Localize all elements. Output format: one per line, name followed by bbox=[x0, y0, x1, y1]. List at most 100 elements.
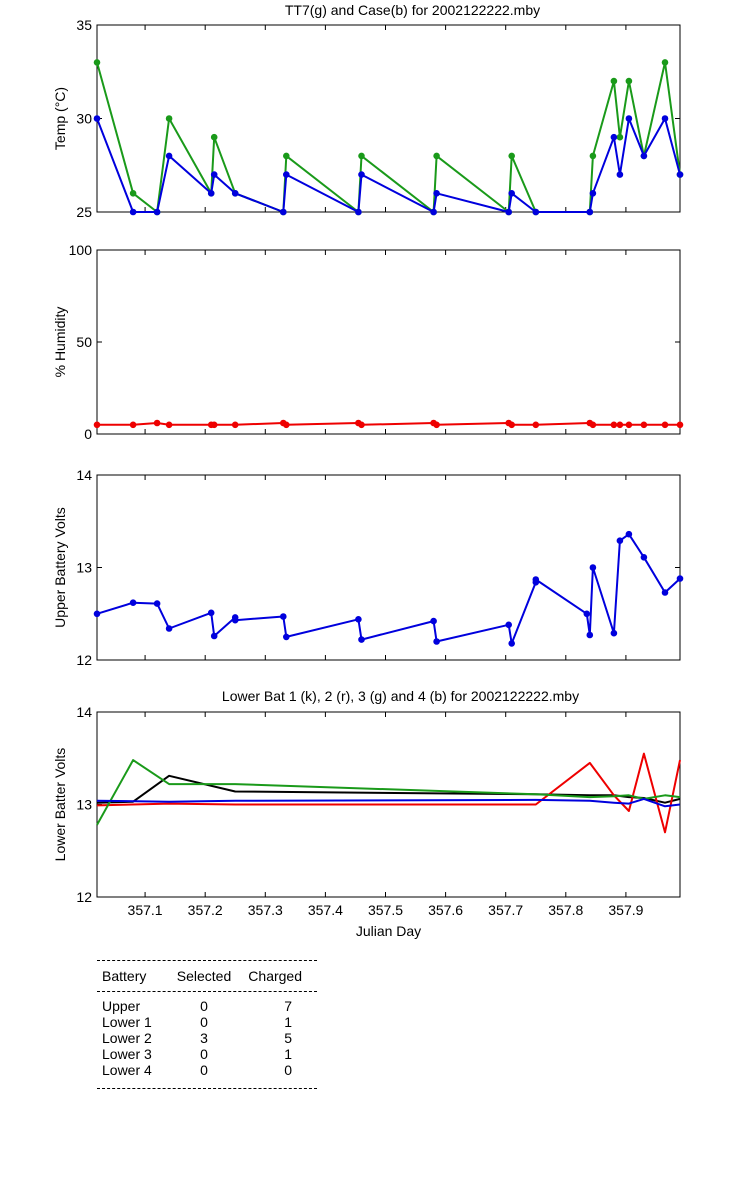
battery-name: Upper bbox=[102, 998, 141, 1014]
charged-count: 1 bbox=[284, 1014, 292, 1030]
y-axis-label: Lower Batter Volts bbox=[52, 748, 68, 862]
data-point bbox=[505, 621, 513, 629]
x-tick-label: 357.4 bbox=[308, 902, 343, 918]
table-rule-top bbox=[97, 960, 317, 961]
selected-count: 0 bbox=[200, 998, 208, 1014]
data-point bbox=[283, 421, 290, 429]
data-point bbox=[280, 208, 287, 216]
charged-count: 0 bbox=[284, 1062, 292, 1078]
y-tick-label: 13 bbox=[76, 560, 92, 576]
data-point bbox=[625, 421, 633, 429]
data-point bbox=[589, 152, 597, 160]
data-point bbox=[283, 171, 290, 178]
data-point bbox=[358, 171, 365, 178]
series-line bbox=[96, 61, 681, 213]
data-point bbox=[129, 599, 137, 607]
data-point bbox=[153, 419, 161, 427]
table-row: Upper 0 7 bbox=[97, 998, 317, 1014]
y-tick-label: 100 bbox=[69, 242, 93, 258]
data-point bbox=[430, 208, 437, 216]
data-point bbox=[210, 421, 218, 429]
y-tick-label: 25 bbox=[76, 204, 92, 220]
data-point bbox=[640, 421, 648, 429]
data-point bbox=[433, 152, 440, 160]
selected-count: 0 bbox=[200, 1046, 208, 1062]
data-point bbox=[583, 610, 591, 618]
data-point bbox=[355, 616, 362, 623]
data-point bbox=[625, 115, 633, 122]
header-battery: Battery bbox=[102, 968, 147, 984]
table-body: Upper 0 7 Lower 1 0 1 Lower 2 3 5 Lower … bbox=[97, 992, 317, 1088]
data-point bbox=[165, 115, 173, 122]
data-point bbox=[93, 115, 101, 122]
data-point bbox=[433, 638, 440, 645]
chart-title: Lower Bat 1 (k), 2 (r), 3 (g) and 4 (b) … bbox=[222, 688, 579, 704]
data-point bbox=[231, 616, 239, 624]
table-row: Lower 4 0 0 bbox=[97, 1062, 317, 1078]
data-point bbox=[358, 421, 365, 429]
y-axis-label: Temp (°C) bbox=[52, 87, 68, 150]
data-point bbox=[610, 629, 618, 637]
y-axis-label: % Humidity bbox=[52, 307, 68, 378]
y-tick-label: 13 bbox=[76, 797, 92, 813]
data-point bbox=[207, 190, 215, 197]
data-point bbox=[210, 133, 218, 141]
y-tick-label: 30 bbox=[76, 111, 92, 127]
data-point bbox=[231, 190, 239, 197]
battery-name: Lower 3 bbox=[102, 1046, 152, 1062]
data-point bbox=[586, 208, 594, 216]
header-charged: Charged bbox=[248, 968, 302, 984]
header-selected: Selected bbox=[176, 968, 232, 984]
table-row: Lower 1 0 1 bbox=[97, 1014, 317, 1030]
battery-name: Lower 2 bbox=[102, 1030, 152, 1046]
data-point bbox=[661, 59, 669, 66]
y-tick-label: 35 bbox=[76, 17, 92, 33]
data-point bbox=[505, 208, 513, 216]
table-row: Lower 3 0 1 bbox=[97, 1046, 317, 1062]
data-point bbox=[231, 421, 239, 429]
data-point bbox=[532, 421, 540, 429]
data-point bbox=[433, 421, 440, 429]
x-tick-label: 357.2 bbox=[188, 902, 223, 918]
data-point bbox=[508, 421, 516, 429]
x-tick-label: 357.3 bbox=[248, 902, 283, 918]
data-point bbox=[508, 152, 516, 160]
data-point bbox=[129, 190, 137, 197]
data-point bbox=[165, 421, 173, 429]
series-line bbox=[96, 797, 681, 808]
y-tick-label: 12 bbox=[76, 652, 92, 668]
data-point bbox=[610, 133, 618, 141]
data-point bbox=[280, 613, 287, 620]
data-point bbox=[625, 530, 633, 538]
data-point bbox=[283, 633, 290, 641]
y-tick-label: 50 bbox=[76, 334, 92, 350]
y-axis-label: Upper Battery Volts bbox=[52, 507, 68, 628]
selected-count: 0 bbox=[200, 1062, 208, 1078]
x-tick-label: 357.1 bbox=[128, 902, 163, 918]
data-point bbox=[640, 554, 648, 561]
series-line bbox=[96, 752, 681, 834]
table-rule-bottom bbox=[97, 1088, 317, 1089]
data-point bbox=[358, 152, 365, 160]
data-point bbox=[616, 421, 624, 429]
data-point bbox=[508, 640, 516, 647]
x-tick-label: 357.5 bbox=[368, 902, 403, 918]
y-tick-label: 12 bbox=[76, 889, 92, 905]
data-point bbox=[129, 421, 137, 429]
data-point bbox=[129, 208, 137, 216]
series-line bbox=[96, 117, 681, 213]
data-point bbox=[165, 625, 173, 632]
table-rule-mid bbox=[97, 991, 317, 992]
data-point bbox=[93, 421, 101, 429]
data-point bbox=[661, 421, 669, 429]
charged-count: 1 bbox=[284, 1046, 292, 1062]
charged-count: 7 bbox=[284, 998, 292, 1014]
data-point bbox=[532, 576, 540, 583]
battery-name: Lower 1 bbox=[102, 1014, 152, 1030]
data-point bbox=[610, 77, 618, 85]
charged-count: 5 bbox=[284, 1030, 292, 1046]
table-header-row: Battery Selected Charged bbox=[97, 961, 317, 991]
data-point bbox=[430, 617, 437, 625]
selected-count: 0 bbox=[200, 1014, 208, 1030]
data-point bbox=[93, 59, 101, 66]
